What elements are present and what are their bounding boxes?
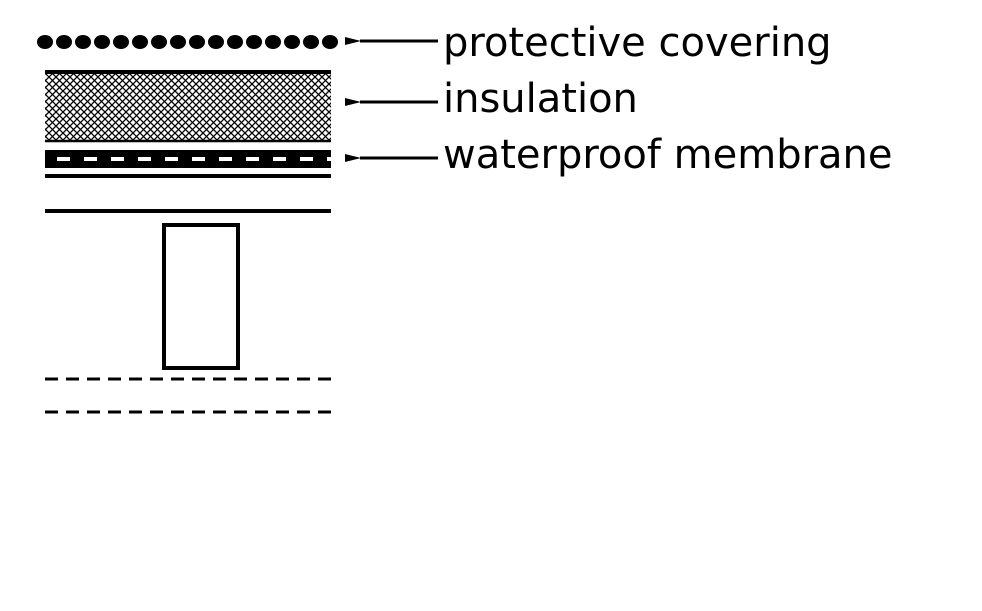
waterproof-membrane-label: waterproof membrane [443,132,893,178]
protective-dot [94,35,110,49]
protective-dot [113,35,129,49]
membrane-dash [273,157,286,161]
membrane-dash [219,157,232,161]
protective-dot [189,35,205,49]
membrane-dash [327,157,340,161]
protective-dot [132,35,148,49]
protective-dot [151,35,167,49]
protective-covering-layer [37,35,338,49]
protective-dot [227,35,243,49]
membrane-dash [138,157,151,161]
membrane-dash [246,157,259,161]
membrane-dash [165,157,178,161]
membrane-dash [84,157,97,161]
waterproof-membrane-layer [45,150,340,178]
protective-dot [75,35,91,49]
protective-dot [303,35,319,49]
insulation-label: insulation [443,76,638,122]
membrane-dash [111,157,124,161]
protective-covering-label: protective covering [443,20,832,66]
protective-dot [208,35,224,49]
protective-dot [265,35,281,49]
protective-dot [37,35,53,49]
insulation-layer [45,70,331,143]
protective-dot [284,35,300,49]
roof-joist [162,223,240,370]
membrane-dash [57,157,70,161]
protective-dot [170,35,186,49]
membrane-dash [192,157,205,161]
protective-dot [246,35,262,49]
protective-dot [322,35,338,49]
protective-dot [56,35,72,49]
membrane-dash [300,157,313,161]
